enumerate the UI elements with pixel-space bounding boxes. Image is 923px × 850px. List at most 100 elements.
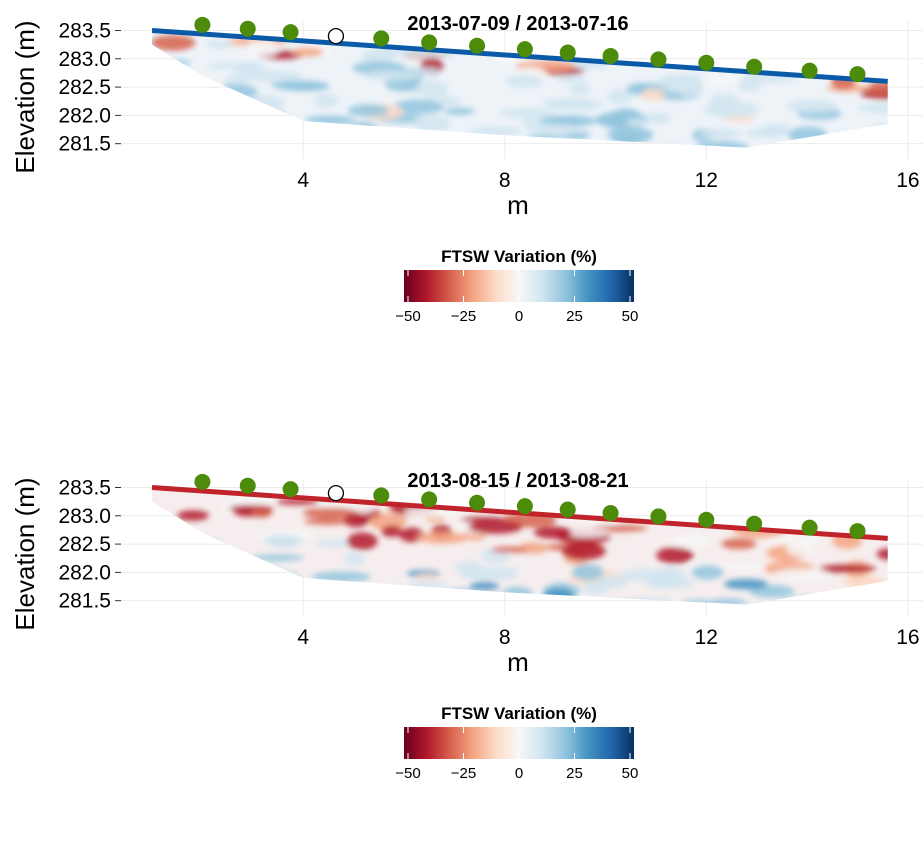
electrode-point xyxy=(849,66,866,83)
heatmap-cell xyxy=(303,518,351,525)
heatmap-cell xyxy=(856,159,883,167)
heatmap-cell xyxy=(702,101,761,118)
electrode-point xyxy=(194,473,211,490)
heatmap-cell xyxy=(311,571,371,583)
heatmap-cell xyxy=(594,601,653,605)
heatmap-cell xyxy=(533,526,572,539)
heatmap-cell xyxy=(375,585,419,601)
heatmap-cell xyxy=(625,119,648,127)
electrode-point xyxy=(801,62,818,79)
y-tick-label: 282.0 xyxy=(58,104,111,127)
heatmap-cell xyxy=(669,535,713,548)
heatmap-cell xyxy=(253,106,280,120)
x-axis-title: m xyxy=(507,190,529,220)
heatmap-cell xyxy=(381,525,403,538)
heatmap-cell xyxy=(610,612,667,624)
heatmap-cell xyxy=(277,82,331,92)
heatmap-cell xyxy=(876,548,888,560)
heatmap-cell xyxy=(857,103,888,114)
heatmap-cell xyxy=(815,178,871,185)
colorbar-tick-label: −25 xyxy=(451,765,476,782)
heatmap-cell xyxy=(505,74,544,89)
heatmap-cell xyxy=(152,35,196,51)
heatmap-cell xyxy=(571,564,604,581)
heatmap-cell xyxy=(152,536,172,550)
heatmap-cell xyxy=(343,512,369,528)
electrode-point xyxy=(698,54,715,71)
heatmap-cell xyxy=(737,603,793,605)
heatmap-cell xyxy=(550,118,583,125)
heatmap-cell xyxy=(185,564,238,577)
y-tick-label: 281.5 xyxy=(58,133,111,156)
heatmap-cell xyxy=(700,128,742,140)
heatmap-cell xyxy=(263,533,303,548)
heatmap-cell xyxy=(723,578,768,590)
heatmap-cell xyxy=(842,627,901,636)
heatmap-cell xyxy=(164,538,222,552)
heatmap-cell xyxy=(251,507,273,518)
colorbar-tick-label: −50 xyxy=(395,308,420,325)
heatmap-cell xyxy=(361,587,404,596)
heatmap-cell xyxy=(565,528,610,538)
heatmap-cell xyxy=(648,615,676,628)
heatmap-cell xyxy=(152,107,173,122)
heatmap-cell xyxy=(630,612,657,630)
heatmap-cell xyxy=(308,126,358,137)
heatmap-cell xyxy=(299,131,332,139)
heatmap-cell xyxy=(362,588,414,599)
electrode-point xyxy=(421,491,438,508)
heatmap-cell xyxy=(313,94,339,108)
x-tick-label: 8 xyxy=(499,626,511,649)
heatmap-cell xyxy=(501,586,533,602)
heatmap-cell xyxy=(232,61,266,76)
heatmap-cell xyxy=(595,156,623,172)
heatmap-cell xyxy=(469,125,521,138)
heatmap-cell xyxy=(770,612,800,627)
colorbar-tick-label: −50 xyxy=(395,765,420,782)
heatmap-cell xyxy=(349,121,378,137)
heatmap-cell xyxy=(412,144,435,148)
heatmap-cell xyxy=(343,551,366,566)
y-tick-label: 283.0 xyxy=(58,505,111,528)
heatmap-cell xyxy=(439,97,462,107)
heatmap-cell xyxy=(451,595,478,605)
surface-line xyxy=(151,484,888,541)
electrode-point xyxy=(801,519,818,536)
heatmap-cell xyxy=(460,590,505,597)
heatmap-cell xyxy=(597,575,629,589)
heatmap-cell xyxy=(174,89,203,108)
heatmap-cell xyxy=(438,588,491,605)
heatmap-cell xyxy=(626,597,675,605)
heatmap-cell xyxy=(639,613,695,626)
heatmap-cell xyxy=(439,135,463,148)
heatmap-cell xyxy=(416,531,469,544)
heatmap-cell xyxy=(680,610,727,622)
heatmap-cell xyxy=(723,562,766,570)
x-tick-label: 8 xyxy=(499,169,511,192)
colorbar-tick-label: 0 xyxy=(515,308,523,325)
heatmap-cell xyxy=(648,572,679,590)
electrode-point xyxy=(559,44,576,61)
y-tick-label: 282.5 xyxy=(58,533,111,556)
electrode-point xyxy=(373,487,390,504)
heatmap-cell xyxy=(767,144,798,148)
heatmap-cell xyxy=(459,572,520,581)
electrode-point xyxy=(559,501,576,518)
heatmap-cell xyxy=(423,91,449,99)
heatmap-cell xyxy=(597,114,633,128)
heatmap-cell xyxy=(363,594,401,605)
electrode-point xyxy=(282,24,299,41)
electrode-point xyxy=(469,494,486,511)
x-tick-label: 4 xyxy=(297,169,309,192)
heatmap-cell xyxy=(251,554,305,562)
heatmap-cell xyxy=(364,70,422,81)
heatmap-cell xyxy=(788,126,828,144)
x-tick-label: 12 xyxy=(695,626,718,649)
electrode-point xyxy=(239,20,256,37)
heatmap-cell xyxy=(847,578,888,593)
heatmap-cell xyxy=(174,123,205,141)
heatmap-cell xyxy=(261,140,283,148)
heatmap-cell xyxy=(834,165,856,172)
heatmap-cell xyxy=(656,547,694,564)
heatmap-cell xyxy=(234,564,289,583)
